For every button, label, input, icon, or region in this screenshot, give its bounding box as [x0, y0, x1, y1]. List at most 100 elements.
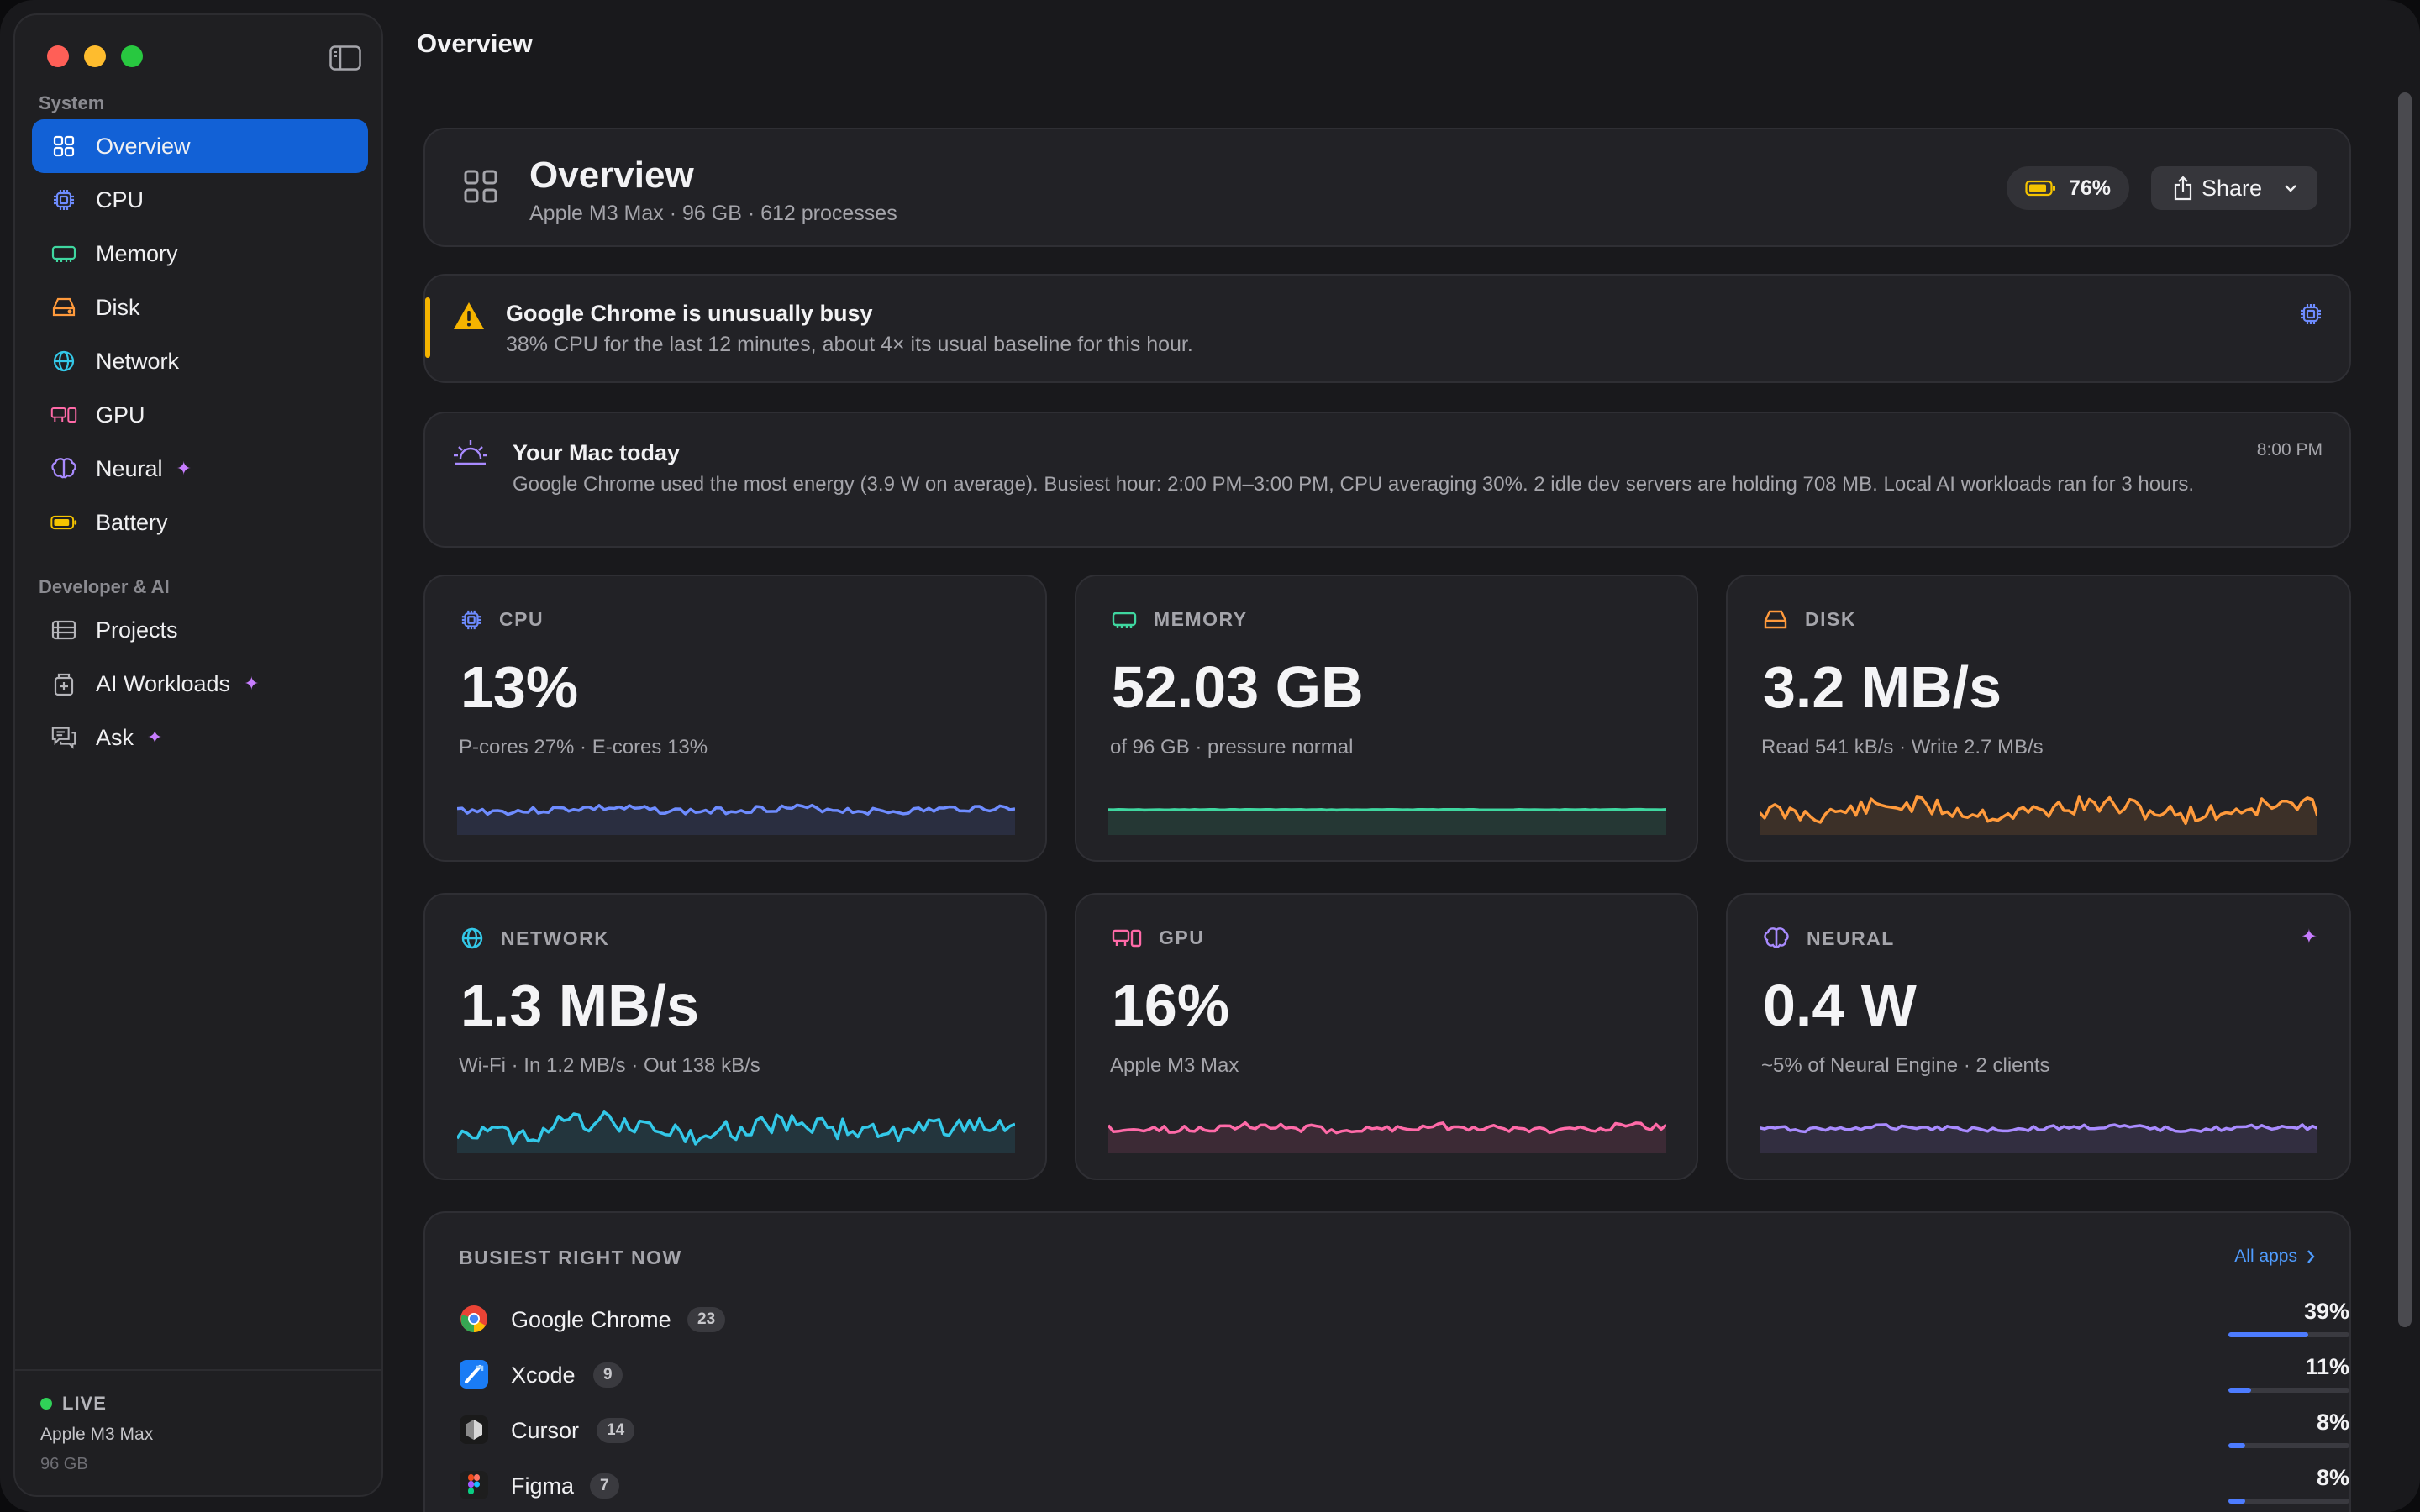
app-row-chrome[interactable]: Google Chrome 23 39% [459, 1295, 2349, 1342]
process-count-badge: 7 [590, 1473, 619, 1499]
app-row-xcode[interactable]: Xcode 9 11% [459, 1351, 2349, 1398]
today-summary: Google Chrome used the most energy (3.9 … [513, 473, 2195, 496]
share-button[interactable]: Share [2151, 166, 2317, 210]
projects-icon [50, 617, 77, 643]
network-sparkline [457, 1110, 1015, 1153]
metric-value: 0.4 W [1763, 973, 1917, 1038]
battery-icon [2025, 180, 2055, 197]
chat-icon [50, 724, 77, 751]
sparkline-line [1760, 795, 2317, 826]
sidebar-item-label: Memory [96, 240, 178, 266]
app-cpu-percent: 11% [2305, 1354, 2349, 1379]
app-name: Google Chrome [511, 1307, 671, 1332]
globe-icon [461, 927, 483, 949]
sidebar-item-label: Ask [96, 724, 134, 750]
sunrise-icon [454, 440, 487, 465]
close-window-button[interactable] [47, 45, 69, 67]
battery-status-badge[interactable]: 76% [2006, 166, 2129, 210]
gpu-metric-card[interactable]: GPU 16% Apple M3 Max [1075, 893, 1698, 1180]
sidebar-item-label: Network [96, 348, 180, 374]
gpu-icon [1112, 929, 1142, 947]
zoom-window-button[interactable] [121, 45, 143, 67]
memory-icon [50, 240, 77, 267]
neural-metric-card[interactable]: NEURAL ✦ 0.4 W ~5% of Neural Engine · 2 … [1726, 893, 2351, 1180]
sidebar-item-gpu[interactable]: GPU [32, 388, 368, 442]
metric-label: GPU [1159, 927, 1205, 948]
sparkline-line [1760, 1123, 2317, 1134]
app-usage-bar-fill [2228, 1388, 2251, 1393]
sidebar-item-ai-workloads[interactable]: AI Workloads ✦ [32, 657, 368, 711]
network-metric-card[interactable]: NETWORK 1.3 MB/s Wi-Fi · In 1.2 MB/s · O… [424, 893, 1047, 1180]
metric-label: DISK [1805, 608, 1856, 630]
sidebar-item-label: AI Workloads [96, 670, 231, 696]
xcode-icon [460, 1360, 488, 1389]
chevron-down-icon[interactable] [2282, 178, 2299, 198]
sidebar-item-battery[interactable]: Battery [32, 496, 368, 549]
sparkle-icon: ✦ [244, 673, 260, 694]
all-apps-label: All apps [2234, 1247, 2297, 1266]
chrome-icon [460, 1305, 487, 1332]
sparkline-line [457, 1110, 1015, 1146]
sidebar-item-neural[interactable]: Neural ✦ [32, 442, 368, 496]
busiest-apps-card: BUSIEST RIGHT NOW All apps Google Chrome… [424, 1211, 2351, 1512]
live-label: LIVE [62, 1393, 107, 1414]
metric-detail: Wi-Fi · In 1.2 MB/s · Out 138 kB/s [459, 1054, 760, 1077]
metric-value: 52.03 GB [1112, 654, 1364, 720]
metric-value: 1.3 MB/s [460, 973, 699, 1038]
sidebar-item-label: GPU [96, 402, 145, 428]
metric-label: NETWORK [501, 927, 610, 949]
disk-metric-card[interactable]: DISK 3.2 MB/s Read 541 kB/s · Write 2.7 … [1726, 575, 2351, 862]
sidebar-item-label: CPU [96, 186, 145, 213]
app-row-figma[interactable]: Figma 7 8% [459, 1462, 2349, 1509]
app-usage-bar [2228, 1443, 2349, 1448]
warning-icon [454, 302, 484, 329]
metric-detail: Apple M3 Max [1110, 1054, 1239, 1077]
sidebar-item-cpu[interactable]: CPU [32, 173, 368, 227]
sidebar-item-ask[interactable]: Ask ✦ [32, 711, 368, 764]
cpu-icon[interactable] [2299, 302, 2323, 326]
sidebar-item-memory[interactable]: Memory [32, 227, 368, 281]
alert-body: 38% CPU for the last 12 minutes, about 4… [506, 333, 1193, 356]
sidebar-item-label: Neural [96, 455, 163, 481]
vertical-scrollbar[interactable] [2398, 92, 2412, 1327]
share-label: Share [2202, 175, 2263, 201]
memory-metric-card[interactable]: MEMORY 52.03 GB of 96 GB · pressure norm… [1075, 575, 1698, 862]
cpu-icon [461, 610, 481, 629]
gpu-sparkline [1108, 1121, 1666, 1153]
cpu-icon [50, 186, 77, 213]
sidebar-item-network[interactable]: Network [32, 334, 368, 388]
window-controls [47, 45, 143, 67]
sidebar-item-label: Battery [96, 509, 168, 535]
sidebar-section-system: System [39, 92, 105, 113]
metric-label: MEMORY [1154, 608, 1248, 630]
sidebar-footer: LIVE Apple M3 Max 96 GB [15, 1369, 381, 1495]
sparkle-icon: ✦ [176, 458, 192, 479]
neural-sparkline [1760, 1123, 2317, 1153]
sparkline-area [1760, 796, 2317, 835]
cpu-metric-card[interactable]: CPU 13% P-cores 27% · E-cores 13% [424, 575, 1047, 862]
sidebar-item-overview[interactable]: Overview [32, 119, 368, 173]
busiest-title: BUSIEST RIGHT NOW [459, 1247, 682, 1268]
app-cpu-percent: 8% [2316, 1410, 2349, 1435]
sidebar-item-projects[interactable]: Projects [32, 603, 368, 657]
metric-label: NEURAL [1807, 927, 1895, 949]
figma-icon [460, 1471, 488, 1499]
footer-memory: 96 GB [40, 1455, 88, 1473]
globe-icon [50, 348, 77, 375]
disk-icon [1764, 610, 1787, 628]
app-row-cursor[interactable]: Cursor 14 8% [459, 1406, 2349, 1453]
sparkle-icon: ✦ [147, 727, 163, 748]
sidebar-toggle-icon[interactable] [329, 45, 361, 71]
metric-detail: P-cores 27% · E-cores 13% [459, 736, 708, 759]
busy-alert-card[interactable]: Google Chrome is unusually busy 38% CPU … [424, 274, 2351, 383]
metric-value: 13% [460, 654, 579, 720]
app-name: Figma [511, 1473, 575, 1499]
sidebar-item-disk[interactable]: Disk [32, 281, 368, 334]
process-count-badge: 9 [593, 1362, 623, 1388]
sparkline-line [1108, 807, 1666, 812]
minimize-window-button[interactable] [84, 45, 106, 67]
sparkle-icon: ✦ [2300, 926, 2317, 948]
all-apps-link[interactable]: All apps [2234, 1247, 2316, 1267]
memory-sparkline [1108, 807, 1666, 835]
